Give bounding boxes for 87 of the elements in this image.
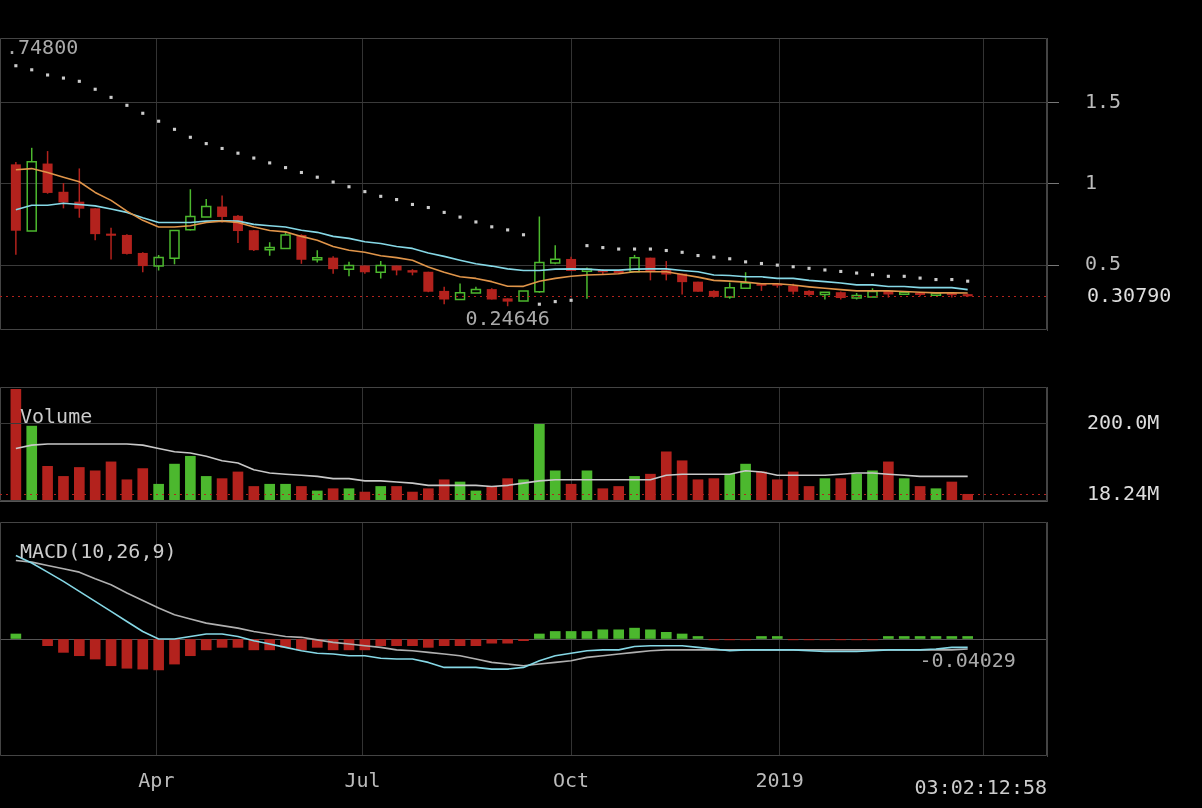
bar — [502, 639, 513, 644]
bar — [200, 476, 212, 501]
bar — [534, 633, 545, 639]
candlestick — [200, 198, 212, 218]
bar — [629, 476, 640, 501]
bar — [26, 425, 38, 501]
bar — [438, 639, 450, 647]
bar — [867, 470, 878, 501]
bar — [486, 639, 498, 644]
bar — [549, 470, 561, 501]
bar — [58, 639, 69, 653]
bar — [629, 627, 640, 639]
bar — [10, 633, 22, 639]
bar — [105, 639, 117, 667]
bar — [565, 631, 577, 639]
bar — [200, 639, 212, 651]
candlestick — [137, 251, 148, 273]
candlestick — [454, 282, 466, 301]
bar — [898, 478, 910, 501]
bar — [185, 455, 196, 501]
bar — [581, 631, 593, 639]
bar — [169, 463, 180, 501]
text: 03:02:12:58 — [914, 775, 1047, 800]
bar — [660, 631, 672, 639]
bar — [422, 639, 434, 648]
bar — [645, 629, 656, 639]
bar — [216, 639, 228, 648]
bar — [597, 629, 609, 639]
candlestick — [470, 286, 482, 294]
bar — [962, 636, 974, 639]
ref-line-label: 18.24M — [1087, 480, 1160, 505]
bar — [613, 629, 625, 639]
candlestick — [819, 291, 831, 301]
bar — [296, 639, 307, 651]
bar — [470, 639, 482, 647]
candlestick — [343, 260, 355, 278]
bar — [692, 636, 704, 639]
bar — [89, 639, 101, 660]
bar — [534, 423, 545, 501]
bar — [153, 483, 164, 501]
candlestick — [549, 244, 561, 264]
bar — [676, 633, 688, 639]
bar — [42, 639, 53, 647]
bar — [137, 639, 149, 670]
y-tick-label: 0.5 — [1085, 251, 1122, 276]
candlestick — [58, 182, 69, 210]
bar — [851, 473, 862, 501]
bar — [518, 479, 529, 501]
bar — [375, 639, 387, 647]
bar — [946, 636, 958, 639]
bar — [724, 473, 736, 501]
bar — [883, 636, 894, 639]
bar — [914, 636, 926, 639]
bar — [264, 483, 276, 501]
bar — [771, 636, 783, 639]
bar — [740, 463, 751, 501]
bar — [185, 639, 196, 657]
bar — [73, 639, 85, 657]
bar — [454, 639, 466, 647]
x-tick-label: Apr — [138, 768, 175, 793]
bar — [930, 636, 942, 639]
y-tick-label: 1 — [1085, 170, 1098, 195]
ref-line-label: 0.30790 — [1087, 282, 1172, 307]
x-tick-label: Oct — [553, 768, 590, 793]
bar — [153, 639, 164, 671]
x-tick-label: 2019 — [755, 768, 804, 793]
annotation: 0.24646 — [465, 306, 550, 331]
bar — [121, 639, 133, 669]
chart-title: MACD(10,26,9) — [20, 539, 177, 564]
bar — [898, 636, 910, 639]
ref-line-label: 200.0M — [1087, 409, 1160, 434]
annotation: -0.04029 — [919, 647, 1016, 672]
bar — [391, 639, 402, 647]
annotation: .74800 — [6, 34, 79, 59]
bar — [549, 631, 561, 639]
candlestick — [106, 227, 117, 261]
bar — [280, 483, 291, 501]
x-tick-label: Jul — [344, 768, 381, 793]
bar — [756, 636, 767, 639]
bar — [169, 639, 180, 665]
candlestick — [185, 188, 196, 231]
y-tick-label: 1.5 — [1085, 89, 1122, 114]
bar — [819, 478, 831, 501]
candlestick — [534, 215, 545, 293]
bar — [232, 639, 244, 648]
bar — [407, 639, 418, 647]
bar — [375, 486, 387, 501]
